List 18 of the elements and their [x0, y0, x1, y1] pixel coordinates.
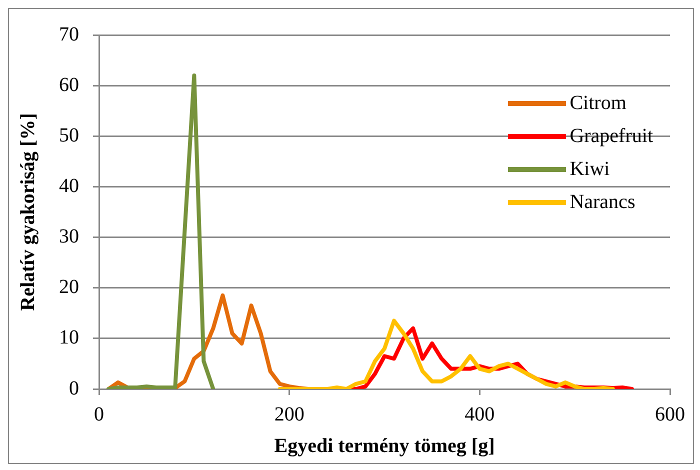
legend-label: Citrom: [570, 92, 626, 115]
y-axis-title: Relatív gyakoriság [%]: [17, 113, 40, 311]
y-tick-label: 50: [59, 124, 79, 146]
y-tick-label: 40: [59, 174, 79, 197]
x-axis-title: Egyedi termény tömeg [g]: [274, 435, 495, 458]
x-tick-label: 600: [655, 403, 685, 426]
y-tick-label: 20: [59, 276, 79, 298]
x-tick-label: 200: [274, 403, 304, 426]
x-tick-label: 0: [94, 403, 104, 426]
legend-label: Grapefruit: [570, 125, 653, 148]
y-tick-label: 70: [59, 23, 79, 46]
y-tick-label: 10: [59, 326, 79, 349]
y-tick-label: 0: [69, 377, 79, 400]
y-tick-label: 60: [59, 74, 79, 96]
y-tick-label: 30: [59, 226, 79, 248]
legend-label: Kiwi: [570, 158, 610, 181]
x-tick-label: 400: [464, 403, 495, 426]
legend-label: Narancs: [570, 191, 636, 214]
